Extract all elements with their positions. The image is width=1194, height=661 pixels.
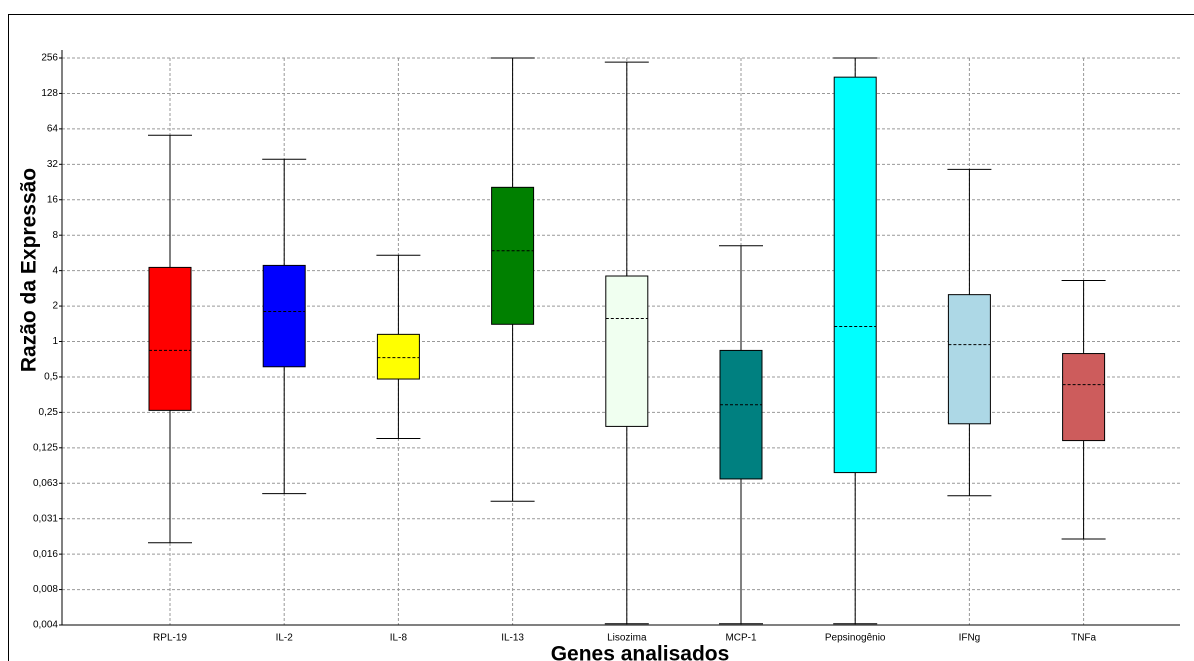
box [148, 266, 192, 411]
y-tick-label: 16 [47, 194, 59, 205]
x-tick-label: IFNg [959, 633, 981, 644]
y-tick-label: 0,016 [33, 549, 58, 560]
x-tick-label: IL-2 [276, 633, 294, 644]
y-tick-label: 4 [52, 265, 58, 276]
box [605, 275, 649, 427]
y-tick-label: 128 [41, 88, 58, 99]
y-tick-label: 256 [41, 53, 58, 64]
y-tick-label: 0,5 [44, 372, 58, 383]
x-tick-label: TNFa [1071, 633, 1096, 644]
y-tick-label: 0,25 [39, 407, 59, 418]
box [491, 186, 535, 325]
y-tick-label: 1 [52, 336, 58, 347]
x-tick-label: IL-13 [501, 633, 524, 644]
box [262, 264, 306, 368]
box [1062, 353, 1106, 442]
y-tick-label: 0,004 [33, 620, 58, 631]
y-tick-label: 0,008 [33, 584, 58, 595]
y-tick-label: 64 [47, 124, 59, 135]
x-tick-label: MCP-1 [725, 633, 757, 644]
y-tick-label: 32 [47, 159, 59, 170]
frame [8, 14, 1194, 661]
y-axis-title: Razão da Expressão [18, 168, 41, 372]
box [833, 76, 877, 474]
box [947, 294, 991, 425]
y-tick-label: 0,063 [33, 478, 58, 489]
y-tick-label: 0,125 [33, 442, 58, 453]
box [719, 349, 763, 480]
x-tick-label: Pepsinogênio [825, 633, 886, 644]
y-tick-label: 8 [52, 230, 58, 241]
x-tick-label: IL-8 [390, 633, 408, 644]
x-axis-title: Genes analisados [551, 643, 730, 661]
box [376, 333, 420, 380]
y-tick-label: 2 [52, 301, 58, 312]
x-tick-label: Lisozima [607, 633, 647, 644]
y-tick-label: 0,031 [33, 513, 58, 524]
x-tick-label: RPL-19 [153, 633, 187, 644]
